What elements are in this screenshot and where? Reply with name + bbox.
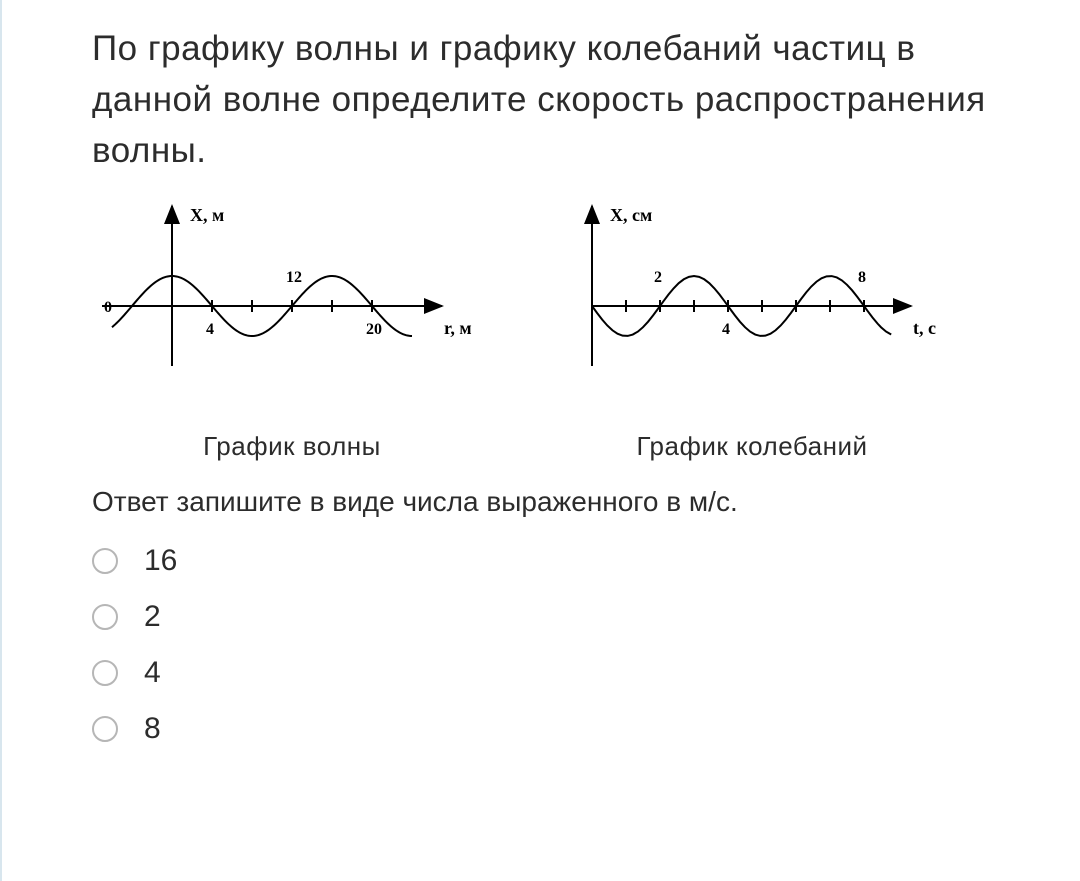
option-1[interactable]: 2 <box>92 600 1040 634</box>
option-label: 2 <box>144 600 161 634</box>
charts-row: X, м r, м 0 12 4 20 График волны X, см t, с 2 8 4… <box>92 196 1040 462</box>
svg-text:r, м: r, м <box>444 318 472 338</box>
wave-chart: X, м r, м 0 12 4 20 <box>92 196 492 396</box>
svg-text:20: 20 <box>366 321 382 338</box>
option-0[interactable]: 16 <box>92 544 1040 578</box>
radio-icon[interactable] <box>92 604 118 630</box>
svg-text:X, м: X, м <box>190 205 224 225</box>
option-label: 16 <box>144 544 177 578</box>
osc-chart-caption: График колебаний <box>552 431 952 462</box>
answer-instruction: Ответ запишите в виде числа выраженного … <box>92 486 1040 518</box>
svg-text:2: 2 <box>654 269 662 286</box>
options-group: 16 2 4 8 <box>92 544 1040 746</box>
wave-chart-block: X, м r, м 0 12 4 20 График волны <box>92 196 492 462</box>
question-text: По графику волны и графику колебаний час… <box>92 24 1040 176</box>
svg-text:8: 8 <box>858 269 866 286</box>
svg-text:0: 0 <box>104 299 112 316</box>
option-2[interactable]: 4 <box>92 656 1040 690</box>
radio-icon[interactable] <box>92 548 118 574</box>
svg-text:4: 4 <box>206 321 214 338</box>
svg-text:4: 4 <box>722 321 730 338</box>
svg-text:t, с: t, с <box>913 318 936 338</box>
svg-text:12: 12 <box>286 269 302 286</box>
option-3[interactable]: 8 <box>92 712 1040 746</box>
option-label: 8 <box>144 712 161 746</box>
radio-icon[interactable] <box>92 716 118 742</box>
option-label: 4 <box>144 656 161 690</box>
osc-chart: X, см t, с 2 8 4 <box>552 196 952 396</box>
radio-icon[interactable] <box>92 660 118 686</box>
osc-chart-block: X, см t, с 2 8 4 График колебаний <box>552 196 952 462</box>
svg-text:X, см: X, см <box>610 205 652 225</box>
wave-chart-caption: График волны <box>92 431 492 462</box>
